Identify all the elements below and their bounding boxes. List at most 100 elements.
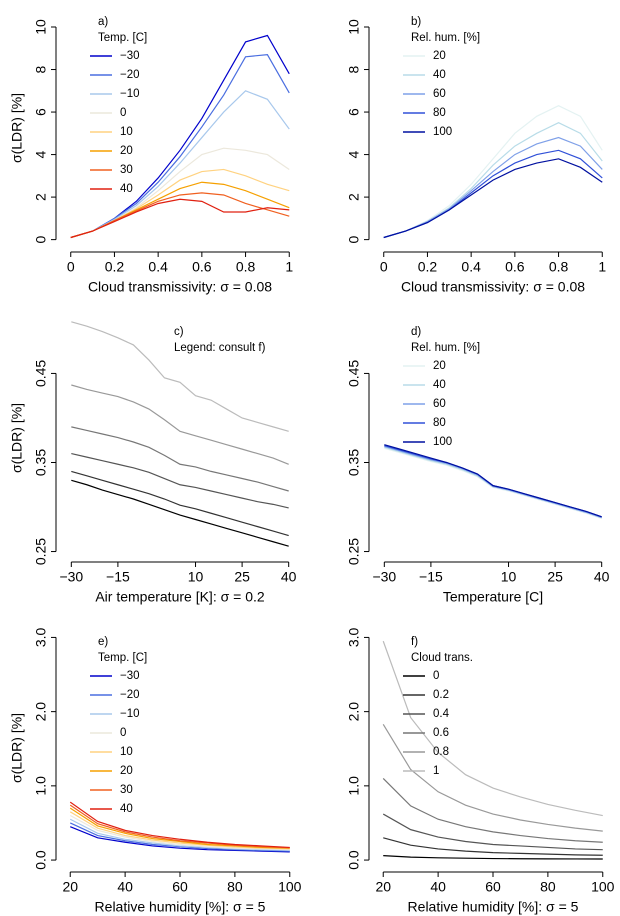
series-line <box>70 54 290 239</box>
y-tick-label: 2.0 <box>33 702 49 722</box>
series-line <box>69 811 290 850</box>
x-tick-label: 0.2 <box>418 259 438 275</box>
legend-label: −30 <box>120 50 140 62</box>
legend-label: 20 <box>433 50 446 62</box>
x-tick-label: 80 <box>227 879 243 895</box>
legend-label: 10 <box>120 126 133 138</box>
series-line <box>383 136 603 239</box>
series-line <box>71 470 289 537</box>
legend-label: −20 <box>120 689 140 701</box>
x-tick-label: 0.8 <box>236 259 256 275</box>
x-tick-label: 0.6 <box>192 259 212 275</box>
series-line <box>69 822 290 852</box>
x-tick-label: 40 <box>117 879 133 895</box>
x-tick-label: 40 <box>281 569 297 585</box>
series-line <box>70 192 290 239</box>
y-tick-label: 10 <box>33 19 49 35</box>
y-tick-label: 8 <box>33 65 49 73</box>
x-tick-label: 0.6 <box>505 259 525 275</box>
y-tick-label: 0.35 <box>346 449 362 476</box>
x-tick-label: 10 <box>188 569 204 585</box>
legend-label: 40 <box>433 69 446 81</box>
y-axis-label: σ(LDR) [%] <box>9 93 25 163</box>
x-tick-label: −15 <box>106 569 130 585</box>
x-axis-label: Air temperature [K]: σ = 0.2 <box>95 589 265 605</box>
x-tick-label: 60 <box>485 879 501 895</box>
y-tick-label: 1.0 <box>346 776 362 796</box>
y-tick-label: 3.0 <box>346 627 362 647</box>
y-tick-label: 2.0 <box>346 702 362 722</box>
series-line <box>384 445 602 519</box>
x-tick-label: 40 <box>430 879 446 895</box>
legend-label: 30 <box>120 164 133 176</box>
x-axis-label: Relative humidity [%]: σ = 5 <box>95 899 266 915</box>
series-line <box>71 479 289 547</box>
x-tick-label: 25 <box>547 569 563 585</box>
y-tick-label: 0.45 <box>346 360 362 387</box>
x-tick-label: 100 <box>591 879 615 895</box>
y-tick-label: 0.45 <box>33 360 49 387</box>
y-tick-label: 1.0 <box>33 776 49 796</box>
legend-label: 60 <box>433 88 446 100</box>
legend-label: 60 <box>433 398 446 410</box>
annotation: Legend: consult f) <box>174 342 266 354</box>
panel-label: d) <box>411 326 421 338</box>
legend-title: Rel. hum. [%] <box>411 342 480 354</box>
y-axis-label: σ(LDR) [%] <box>9 713 25 783</box>
legend-title: Temp. [C] <box>98 32 147 44</box>
y-tick-label: 0.0 <box>346 850 362 870</box>
legend-label: 100 <box>433 436 452 448</box>
legend-label: 20 <box>120 765 133 777</box>
series-line <box>69 801 290 849</box>
x-axis-label: Cloud transmissivity: σ = 0.08 <box>401 279 585 295</box>
x-tick-label: −30 <box>372 569 396 585</box>
y-tick-label: 6 <box>33 108 49 116</box>
x-tick-label: 0.2 <box>105 259 125 275</box>
y-tick-label: 0.25 <box>33 538 49 565</box>
legend-label: 0.2 <box>433 689 449 701</box>
x-tick-label: 0 <box>380 259 388 275</box>
x-tick-label: 20 <box>375 879 391 895</box>
series-line <box>70 826 290 853</box>
legend-label: 0 <box>120 107 126 119</box>
x-tick-label: 10 <box>501 569 517 585</box>
series-line <box>383 105 603 239</box>
y-tick-label: 3.0 <box>33 627 49 647</box>
series-line <box>69 807 290 849</box>
series-line <box>382 640 603 817</box>
legend-label: 100 <box>433 126 452 138</box>
series-line <box>69 818 290 852</box>
legend-label: 20 <box>433 360 446 372</box>
x-axis-label: Cloud transmissivity: σ = 0.08 <box>88 279 272 295</box>
panel-label: b) <box>411 16 421 28</box>
series-line <box>383 837 603 856</box>
series-line <box>70 168 290 239</box>
legend-label: 0 <box>120 727 126 739</box>
series-line <box>69 815 290 851</box>
panel-label: e) <box>98 636 108 648</box>
x-tick-label: 0.4 <box>148 259 168 275</box>
panel-label: c) <box>174 326 184 338</box>
y-tick-label: 0 <box>346 236 362 244</box>
legend-label: −10 <box>120 708 140 720</box>
series-line <box>383 158 603 239</box>
legend-label: 80 <box>433 417 446 429</box>
series-line <box>71 321 289 432</box>
legend-label: −30 <box>120 670 140 682</box>
series-line <box>71 426 289 492</box>
legend-label: 30 <box>120 784 133 796</box>
x-tick-label: 80 <box>540 879 556 895</box>
legend-title: Cloud trans. <box>411 652 473 664</box>
y-tick-label: 8 <box>346 65 362 73</box>
x-axis-label: Relative humidity [%]: σ = 5 <box>408 899 579 915</box>
x-tick-label: 25 <box>234 569 250 585</box>
legend-label: −10 <box>120 88 140 100</box>
legend-label: 80 <box>433 107 446 119</box>
legend-title: Rel. hum. [%] <box>411 32 480 44</box>
legend-label: −20 <box>120 69 140 81</box>
x-tick-label: −30 <box>59 569 83 585</box>
x-tick-label: 0 <box>67 259 75 275</box>
series-line <box>69 804 290 849</box>
legend-label: 40 <box>120 803 133 815</box>
